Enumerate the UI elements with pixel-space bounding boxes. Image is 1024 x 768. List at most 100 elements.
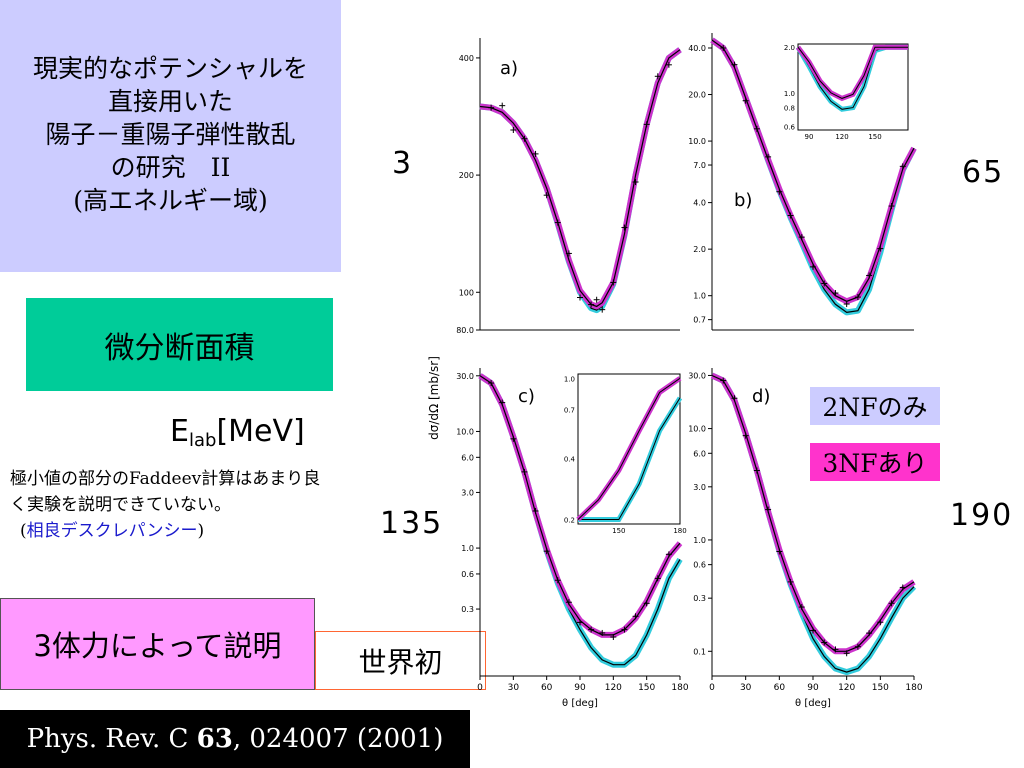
y-tick-label: 20.0 [688,91,706,100]
inset-3nf-line [577,377,681,520]
y-tick-label: 0.6 [693,561,706,570]
citation-volume: 63 [196,724,233,754]
inset-x-tick-label: 150 [868,133,881,141]
elab-label: Elab[MeV] [170,414,305,451]
x-tick-label: 0 [477,683,483,693]
x-tick-label: 180 [905,683,922,693]
inset-y-tick-label: 1.0 [784,90,795,98]
inset-3nf-line [797,46,908,99]
title-box [0,0,341,272]
x-tick-label: 150 [872,683,889,693]
x-tick-label: 180 [671,683,688,693]
x-axis-label: θ [deg] [795,698,831,708]
y-tick-label: 6.0 [461,453,474,462]
cross-section-plots: 80.0 100 200 400 a) dσ/dΩ [mb/sr] 0.7 1.0 2.0 4.0… [427,33,923,708]
panel-label: a) [500,58,518,79]
x-tick-label: 150 [638,683,655,693]
panel-label: d) [752,386,770,407]
series-3nf-band [710,372,916,655]
title-line: 現実的なポテンシャルを [32,54,308,83]
title-line: 直接用いた [107,87,233,116]
panel-label: b) [734,190,752,211]
citation: Phys. Rev. C 63, 024007 (2001) [0,710,470,768]
title-line: 陽子－重陽子弾性散乱 [45,120,296,149]
inset-2nf-line [578,397,681,520]
y-tick-label: 0.7 [693,316,706,325]
series-2nf-band [479,47,682,314]
elab-sub: lab [188,430,217,451]
y-tick-label: 10.0 [688,425,706,434]
elab-main: E [170,414,189,449]
legend-3nf-included: 3NFあり [810,443,940,481]
y-tick-label: 10.0 [456,427,474,436]
y-tick-label: 0.6 [461,570,474,579]
inset-x-tick-label: 180 [673,527,686,535]
inset-y-tick-label: 0.7 [564,407,575,415]
panel-label: c) [518,386,535,407]
series-3nf-line [479,49,681,308]
y-tick-label: 3.0 [461,488,474,497]
y-tick-label: 200 [459,171,474,180]
x-tick-label: 0 [709,683,715,693]
title-line: の研究 II [110,153,231,182]
inset-y-tick-label: 0.6 [784,124,796,132]
series-2nf-line [479,49,681,311]
x-tick-label: 90 [807,683,819,693]
y-tick-label: 30.0 [688,371,706,380]
energy-label-b: 65 [962,155,1005,190]
energy-label-a: 3 [392,146,414,181]
y-tick-label: 80.0 [456,326,474,335]
differential-cross-section-label: 微分断面積 [26,298,333,391]
inset-y-tick-label: 0.2 [564,516,575,524]
y-tick-label: 6.0 [693,449,706,458]
y-tick-label: 400 [459,54,474,63]
series-3nf-band [479,47,682,310]
y-tick-label: 1.0 [693,292,706,301]
x-tick-label: 120 [605,683,622,693]
inset-y-tick-label: 0.4 [564,456,576,464]
x-tick-label: 60 [774,683,786,693]
citation-prefix: Phys. Rev. C [26,724,197,754]
y-tick-label: 0.3 [693,594,706,603]
slide-title: 現実的なポテンシャルを 直接用いた 陽子－重陽子弾性散乱 の研究 II (高エネ… [0,52,341,217]
y-tick-label: 2.0 [693,245,706,254]
x-axis-label: θ [deg] [562,698,598,708]
y-tick-label: 0.3 [461,605,474,614]
y-axis-label: dσ/dΩ [mb/sr] [427,356,441,440]
y-tick-label: 4.0 [693,199,706,208]
inset-y-tick-label: 2.0 [784,44,795,52]
inset-x-tick-label: 120 [835,133,848,141]
elab-unit: [MeV] [216,414,305,449]
x-tick-label: 60 [541,683,553,693]
legend-2nf-only: 2NFのみ [810,387,940,425]
y-tick-label: 30.0 [456,372,474,381]
inset-y-tick-label: 0.8 [784,105,795,113]
note-text: 極小値の部分のFaddeev計算はあまり良く実験を説明できていない。 (相良デス… [10,466,335,544]
x-tick-label: 90 [574,683,586,693]
paren-close: ) [197,521,205,541]
y-tick-label: 0.1 [693,647,706,656]
y-tick-label: 10.0 [688,137,706,146]
world-first-label: 世界初 [315,631,486,690]
paren-open: ( [20,521,27,541]
y-tick-label: 7.0 [693,161,706,170]
energy-label-c: 135 [380,506,444,541]
energy-label-d: 190 [950,498,1014,533]
y-tick-label: 100 [459,288,474,297]
y-tick-label: 1.0 [461,544,474,553]
x-tick-label: 120 [838,683,855,693]
inset-y-tick-label: 1.0 [564,375,575,383]
title-line: (高エネルギー域) [73,186,268,215]
x-tick-label: 30 [740,683,752,693]
discrepancy-link[interactable]: 相良デスクレパンシー [26,521,198,541]
note-discrepancy-line: (相良デスクレパンシー) [10,518,335,544]
inset-x-tick-label: 90 [805,133,814,141]
y-tick-label: 40.0 [688,44,706,53]
y-tick-label: 3.0 [693,483,706,492]
inset-frame [797,43,909,131]
y-tick-label: 1.0 [693,536,706,545]
note-body: 極小値の部分のFaddeev計算はあまり良く実験を説明できていない。 [10,469,321,515]
three-nucleon-force-label: 3体力によって説明 [0,598,315,690]
inset-x-tick-label: 150 [612,527,625,535]
citation-suffix: , 024007 (2001) [232,724,444,754]
